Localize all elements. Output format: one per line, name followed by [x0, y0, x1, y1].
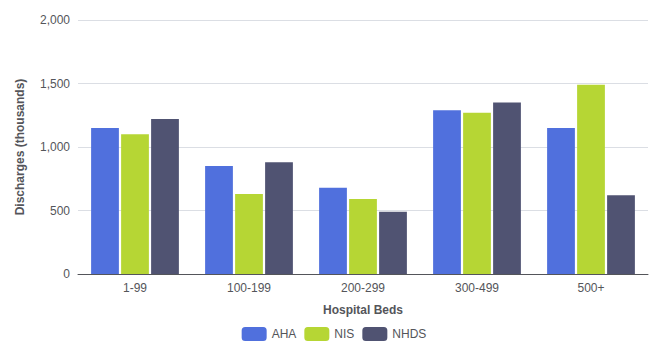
- svg-text:Discharges (thousands): Discharges (thousands): [13, 79, 27, 216]
- svg-text:500+: 500+: [577, 281, 604, 295]
- svg-text:200-299: 200-299: [341, 281, 385, 295]
- svg-text:0: 0: [63, 267, 70, 281]
- svg-text:AHA: AHA: [272, 327, 297, 341]
- svg-text:1,500: 1,500: [40, 77, 70, 91]
- svg-text:NHDS: NHDS: [392, 327, 426, 341]
- svg-text:300-499: 300-499: [455, 281, 499, 295]
- svg-text:Hospital Beds: Hospital Beds: [323, 303, 403, 317]
- svg-text:NIS: NIS: [334, 327, 354, 341]
- svg-text:100-199: 100-199: [227, 281, 271, 295]
- svg-text:1-99: 1-99: [123, 281, 147, 295]
- svg-text:2,000: 2,000: [40, 13, 70, 27]
- svg-text:500: 500: [50, 204, 70, 218]
- svg-text:1,000: 1,000: [40, 140, 70, 154]
